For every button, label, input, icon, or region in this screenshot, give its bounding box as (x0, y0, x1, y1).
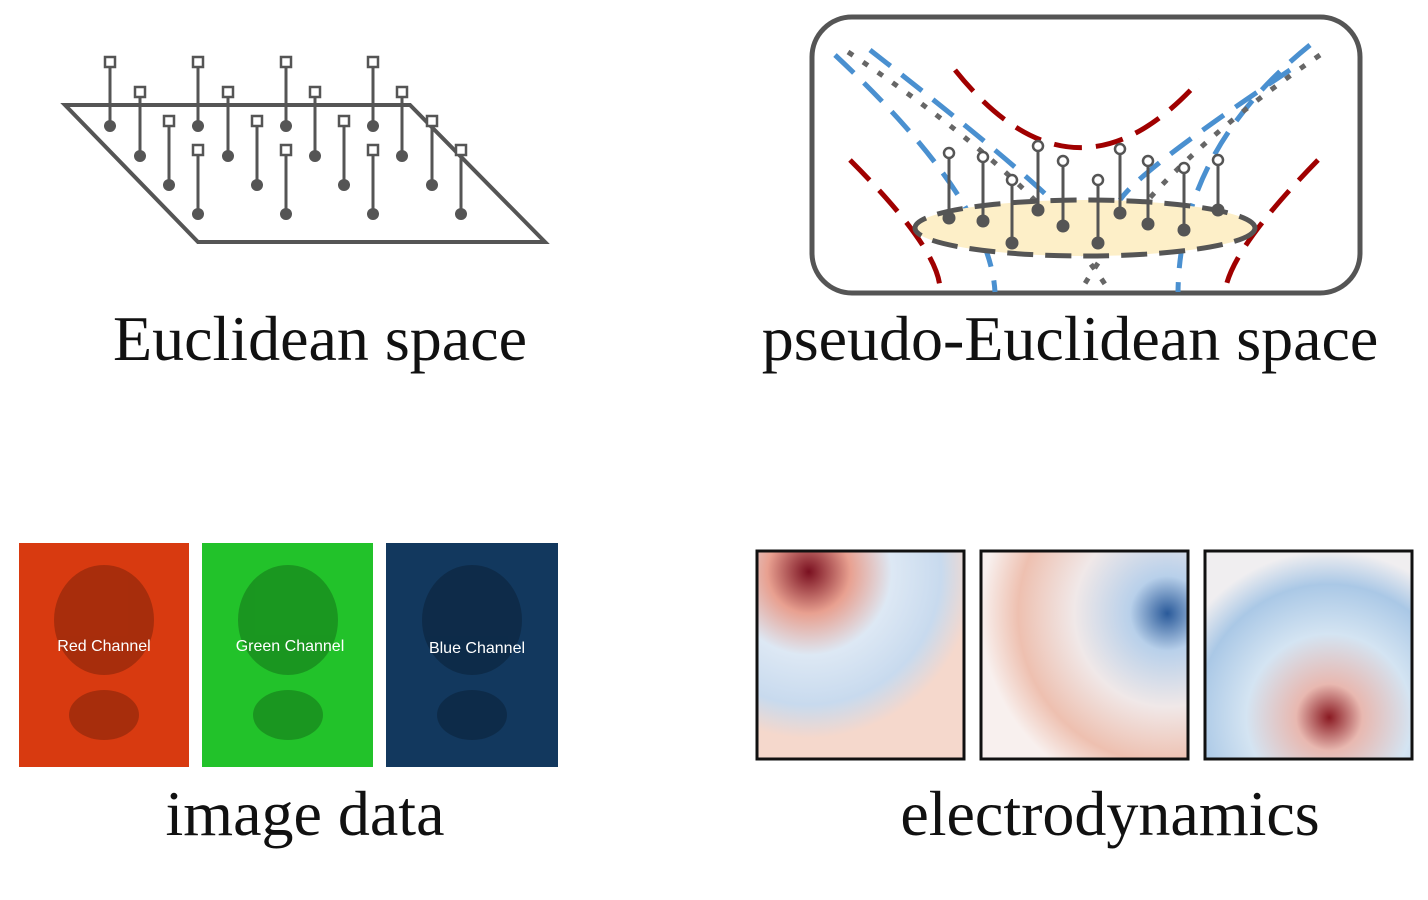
pin-head (1056, 154, 1070, 168)
pin-base (104, 120, 116, 132)
pins (103, 55, 468, 220)
pin-head (221, 85, 235, 99)
curve (848, 158, 943, 291)
pin-head (1141, 154, 1155, 168)
pin-base (1113, 206, 1127, 220)
pin-base (222, 150, 234, 162)
pin-head (976, 150, 990, 164)
pin-base (134, 150, 146, 162)
pin-base (192, 208, 204, 220)
red-channel-image (19, 543, 189, 767)
curve (1222, 158, 1320, 293)
curve (1117, 67, 1292, 202)
pin-head (366, 143, 380, 157)
pin-base (426, 179, 438, 191)
pin-head (1211, 153, 1225, 167)
pin-base (280, 208, 292, 220)
caption: Euclidean space (113, 303, 527, 374)
pin-base (280, 120, 292, 132)
pin-head (337, 114, 351, 128)
pin-head (162, 114, 176, 128)
caption: image data (166, 778, 445, 849)
flowers (54, 565, 522, 740)
pin-head (425, 114, 439, 128)
field-map (755, 549, 966, 761)
image-panel: Red Channel Green Channel Blue Channel (19, 543, 558, 767)
pin-base (976, 214, 990, 228)
pin-base (455, 208, 467, 220)
field-map (1203, 549, 1414, 761)
pin-base (1177, 223, 1191, 237)
pseudo-panel (809, 14, 1363, 296)
pin-head (191, 55, 205, 69)
pin-base (367, 120, 379, 132)
pin-head (942, 146, 956, 160)
pin-head (1177, 161, 1191, 175)
field-map (979, 549, 1190, 761)
pin-head (1113, 142, 1127, 156)
pin-head (103, 55, 117, 69)
curve (953, 68, 1202, 151)
pin-base (1141, 217, 1155, 231)
region (912, 197, 1258, 259)
green-channel-image (202, 543, 373, 767)
plane (60, 103, 550, 244)
pin-base (1005, 236, 1019, 250)
pin-head (1091, 173, 1105, 187)
pin-head (308, 85, 322, 99)
pin-head (279, 55, 293, 69)
pin-head (1031, 139, 1045, 153)
pin-base (309, 150, 321, 162)
pin-base (1211, 203, 1225, 217)
frame (809, 14, 1363, 296)
pin-base (1091, 236, 1105, 250)
pin-base (396, 150, 408, 162)
pin-base (1056, 219, 1070, 233)
caption: electrodynamics (900, 778, 1319, 849)
channel-label: Blue Channel (429, 640, 525, 657)
pin-base (1031, 203, 1045, 217)
electro-panel (755, 549, 1414, 761)
pin-base (163, 179, 175, 191)
channel-label: Green Channel (236, 638, 345, 655)
pin-head (1005, 173, 1019, 187)
blue-channel-image (386, 543, 558, 767)
pin-head (133, 85, 147, 99)
pin-base (251, 179, 263, 191)
pin-head (279, 143, 293, 157)
curve (1077, 52, 1322, 294)
caption: pseudo-Euclidean space (762, 303, 1379, 374)
pin-head (454, 143, 468, 157)
pin-base (338, 179, 350, 191)
curve (1175, 43, 1312, 293)
pins (942, 139, 1225, 250)
pin-base (192, 120, 204, 132)
pin-base (367, 208, 379, 220)
pin-head (191, 143, 205, 157)
channel-label: Red Channel (57, 638, 150, 655)
euclidean-panel (60, 55, 550, 244)
pin-head (366, 55, 380, 69)
pin-base (942, 211, 956, 225)
pin-head (250, 114, 264, 128)
curve (833, 53, 998, 293)
pin-head (395, 85, 409, 99)
